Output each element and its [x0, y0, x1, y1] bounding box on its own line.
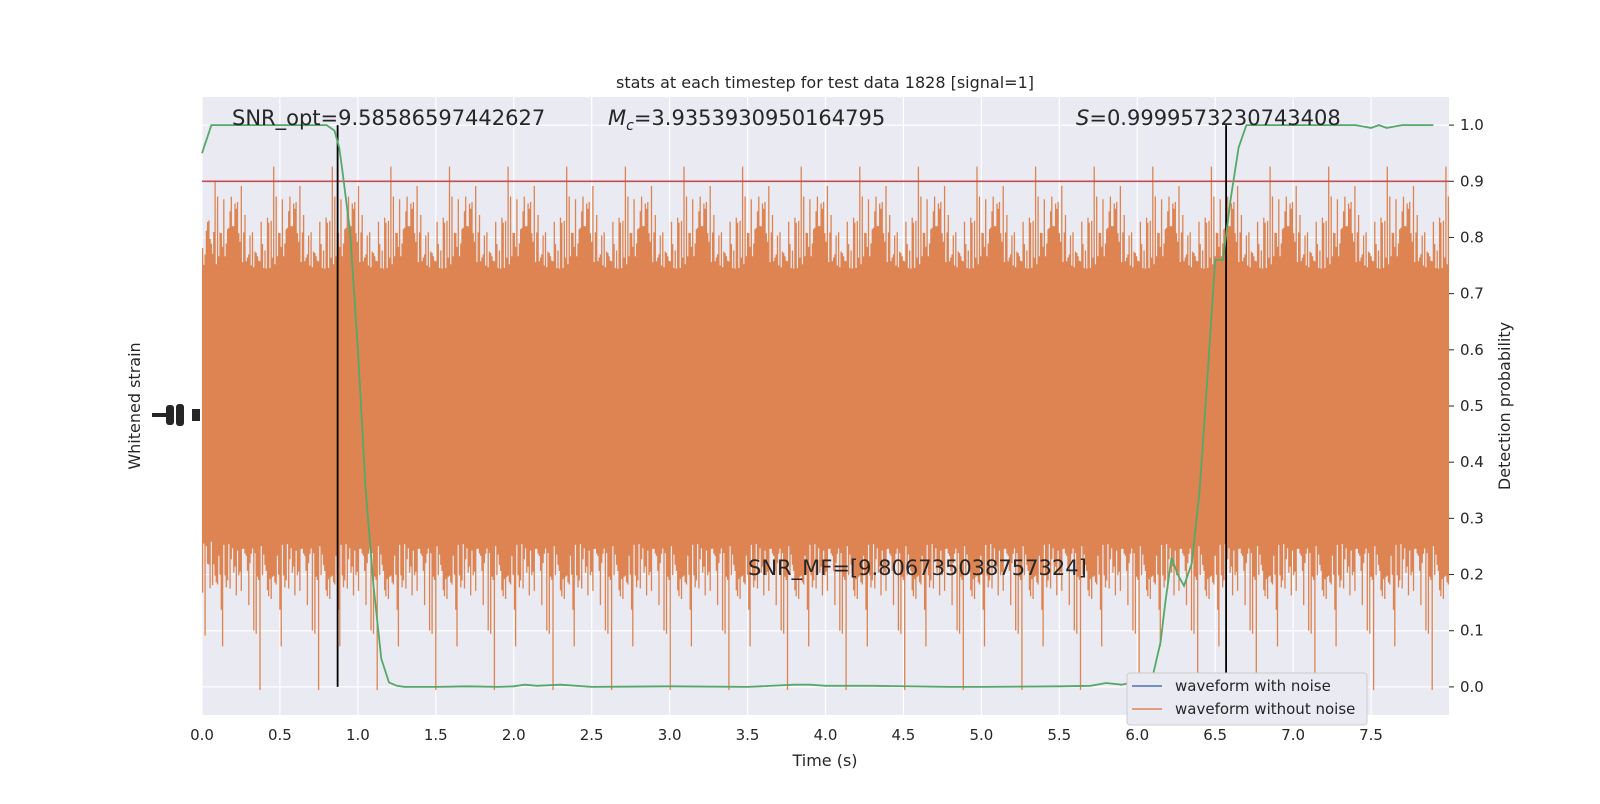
- chart-title: stats at each timestep for test data 182…: [616, 73, 1034, 92]
- x-tick-label: 7.5: [1359, 726, 1383, 744]
- legend-label-1: waveform without noise: [1175, 700, 1355, 718]
- x-axis-label: Time (s): [791, 751, 857, 770]
- left-axis-tick-glyphs: [152, 404, 200, 426]
- legend-label-0: waveform with noise: [1175, 677, 1331, 695]
- legend-box: [1126, 672, 1368, 726]
- x-tick-label: 0.0: [190, 726, 214, 744]
- x-tick-label: 5.5: [1047, 726, 1071, 744]
- left-axis-label: Whitened strain: [125, 342, 144, 469]
- y-tick-label: 0.3: [1460, 509, 1484, 527]
- x-tick-label: 2.5: [580, 726, 604, 744]
- y-tick-label: 0.2: [1460, 566, 1484, 584]
- right-axis-label: Detection probability: [1495, 322, 1514, 490]
- y-tick-label: 0.5: [1460, 397, 1484, 415]
- detection-probability-line: [201, 124, 1434, 688]
- y-tick-label: 0.7: [1460, 285, 1484, 303]
- x-tick-label: 1.0: [346, 726, 370, 744]
- y-tick-label: 0.4: [1460, 453, 1484, 471]
- legend: waveform with noise waveform without noi…: [1126, 672, 1368, 726]
- x-tick-label: 7.0: [1281, 726, 1305, 744]
- y-tick-label: 1.0: [1460, 116, 1484, 134]
- x-tick-label: 1.5: [424, 726, 448, 744]
- x-tick-label: 5.0: [969, 726, 993, 744]
- chirp-mass-annotation: Mc=3.9353930950164795: [608, 106, 885, 134]
- x-tick-label: 0.5: [268, 726, 292, 744]
- snr-mf-annotation: SNR_MF=[9.806735038757324]: [748, 556, 1087, 581]
- y-tick-label: 0.6: [1460, 341, 1484, 359]
- x-tick-label: 3.0: [658, 726, 682, 744]
- x-tick-label: 3.5: [736, 726, 760, 744]
- x-tick-label: 4.0: [814, 726, 838, 744]
- x-tick-label: 6.0: [1125, 726, 1149, 744]
- noise-spikes: [201, 166, 1450, 690]
- y-tick-label: 0.1: [1460, 622, 1484, 640]
- y-tick-label: 0.8: [1460, 228, 1484, 246]
- right-axis-ticks: 0.0 0.1 0.2 0.3 0.4 0.5 0.6 0.7 0.8 0.9 1.0: [1449, 116, 1484, 696]
- x-tick-label: 6.5: [1203, 726, 1227, 744]
- x-tick-label: 2.0: [502, 726, 526, 744]
- score-annotation: S=0.9999573230743408: [1076, 106, 1341, 130]
- vertical-markers: [336, 125, 1227, 687]
- x-axis-ticks: 0.0 0.5 1.0 1.5 2.0 2.5 3.0 3.5 4.0 4.5 5.0 5.5 6.0 6…: [190, 726, 1383, 744]
- y-tick-label: 0.9: [1460, 172, 1484, 190]
- noise-series: [201, 166, 1450, 690]
- snr-opt-annotation: SNR_opt=9.58586597442627: [232, 106, 545, 131]
- y-tick-label: 0.0: [1460, 678, 1484, 696]
- x-tick-label: 4.5: [892, 726, 916, 744]
